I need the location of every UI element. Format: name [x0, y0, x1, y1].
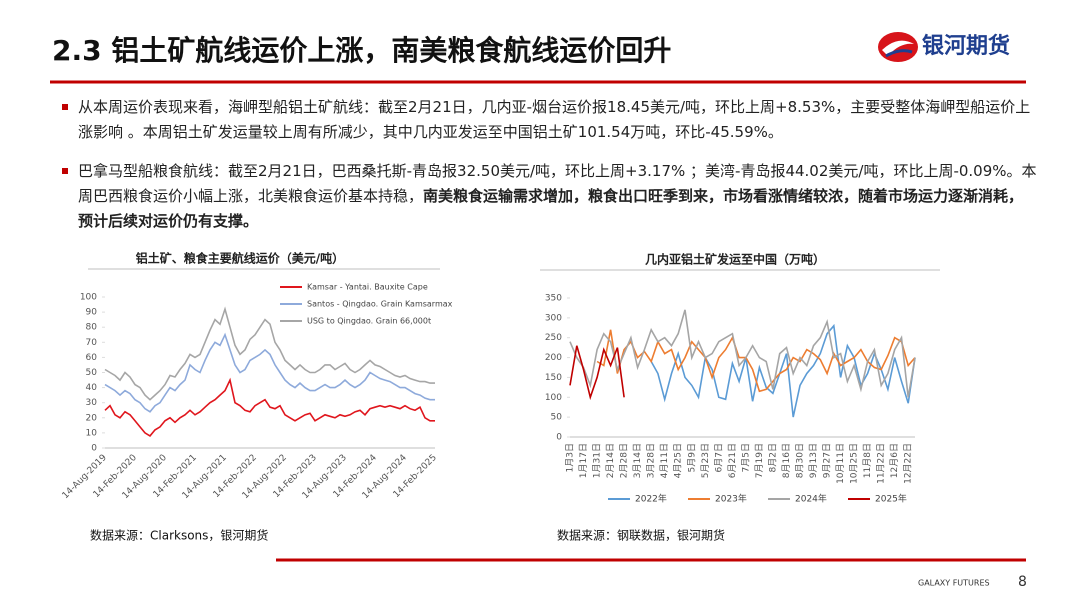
x-tick-label: 9月13日: [808, 443, 819, 478]
x-tick-label: 3月28日: [646, 443, 657, 478]
legend-label: 2022年: [635, 493, 667, 505]
x-tick-label: 11月22日: [876, 443, 887, 484]
series-line: [596, 329, 916, 393]
x-tick-label: 2月28日: [619, 443, 630, 478]
y-tick-label: 150: [545, 373, 562, 383]
legend-label: USG to Qingdao. Grain 66,000t: [307, 317, 431, 326]
slide-title: 2.3 铝土矿航线运价上涨，南美粮食航线运价回升: [52, 34, 671, 67]
logo-icon: [878, 32, 918, 62]
y-tick-label: 100: [80, 293, 97, 303]
bullet: 从本周运价表现来看，海岬型船铝土矿航线：截至2月21日，几内亚-烟台运价报18.…: [62, 95, 1038, 145]
x-tick-label: 11月8日: [862, 443, 873, 478]
y-tick-label: 40: [86, 383, 98, 393]
bullet-text: 巴拿马型船粮食航线：截至2月21日，巴西桑托斯-青岛报32.50美元/吨，环比上…: [78, 162, 1037, 205]
x-tick-label: 8月16日: [781, 443, 792, 478]
legend-label: Kamsar - Yantai. Bauxite Cape: [307, 283, 428, 292]
bullet-emphasis: 南美粮食运输需求增加，粮食出口旺季到来，市场看涨情绪较浓，随着市场运力逐渐消耗，…: [78, 187, 1024, 230]
x-tick-label: 6月7日: [713, 443, 724, 472]
x-tick-label: 4月11日: [659, 443, 670, 478]
y-tick-label: 50: [551, 413, 563, 423]
y-tick-label: 90: [86, 308, 98, 318]
source-note: 数据来源：Clarksons，银河期货: [90, 528, 268, 543]
legend-label: 2024年: [795, 493, 827, 505]
legend-label: 2025年: [875, 493, 907, 505]
legend-label: Santos - Qingdao. Grain Kamsarmax: [307, 300, 453, 309]
x-tick-label: 1月3日: [565, 443, 576, 472]
chart-title: 几内亚铝土矿发运至中国（万吨）: [645, 252, 825, 267]
series-line: [104, 377, 435, 437]
logo-text: 银河期货: [922, 33, 1010, 59]
page-number: 8: [1018, 574, 1027, 590]
y-tick-label: 50: [86, 368, 98, 378]
footer-brand: GALAXY FUTURES: [918, 579, 990, 588]
y-tick-label: 0: [556, 433, 562, 443]
x-tick-label: 12月22日: [903, 443, 914, 484]
y-tick-label: 100: [545, 393, 562, 403]
x-tick-label: 9月27日: [822, 443, 833, 478]
x-tick-label: 8月30日: [795, 443, 806, 478]
y-tick-label: 80: [86, 323, 98, 333]
y-tick-label: 350: [545, 294, 562, 304]
x-tick-label: 1月31日: [592, 443, 603, 478]
y-tick-label: 60: [86, 353, 98, 363]
x-tick-label: 7月19日: [754, 443, 765, 478]
y-tick-label: 200: [545, 353, 562, 363]
x-tick-label: 2月14日: [605, 443, 616, 478]
y-tick-label: 70: [86, 338, 98, 348]
x-tick-label: 10月11日: [835, 443, 846, 484]
x-tick-label: 6月21日: [727, 443, 738, 478]
x-tick-label: 3月14日: [632, 443, 643, 478]
x-tick-label: 7月5日: [740, 443, 751, 472]
source-note: 数据来源：钢联数据，银河期货: [557, 528, 725, 543]
y-tick-label: 0: [91, 444, 97, 454]
x-tick-label: 12月6日: [889, 443, 900, 478]
series-line: [104, 332, 435, 413]
y-tick-label: 10: [86, 428, 98, 438]
y-tick-label: 250: [545, 333, 562, 343]
x-tick-label: 5月9日: [686, 443, 697, 472]
y-tick-label: 300: [545, 313, 562, 323]
series-line: [569, 309, 916, 398]
chart-title: 铝土矿、粮食主要航线运价（美元/吨）: [136, 251, 344, 266]
x-tick-label: 4月25日: [673, 443, 684, 478]
bullet-text: 从本周运价表现来看，海岬型船铝土矿航线：截至2月21日，几内亚-烟台运价报18.…: [78, 98, 1031, 141]
series-line: [569, 345, 625, 401]
x-tick-label: 10月25日: [849, 443, 860, 484]
bullet: 巴拿马型船粮食航线：截至2月21日，巴西桑托斯-青岛报32.50美元/吨，环比上…: [62, 159, 1038, 234]
series-line: [104, 306, 435, 401]
y-tick-label: 30: [86, 398, 98, 408]
x-tick-label: 5月23日: [700, 443, 711, 478]
y-tick-label: 20: [86, 413, 98, 423]
x-tick-label: 8月2日: [767, 443, 778, 472]
x-tick-label: 1月17日: [578, 443, 589, 478]
legend-label: 2023年: [715, 493, 747, 505]
